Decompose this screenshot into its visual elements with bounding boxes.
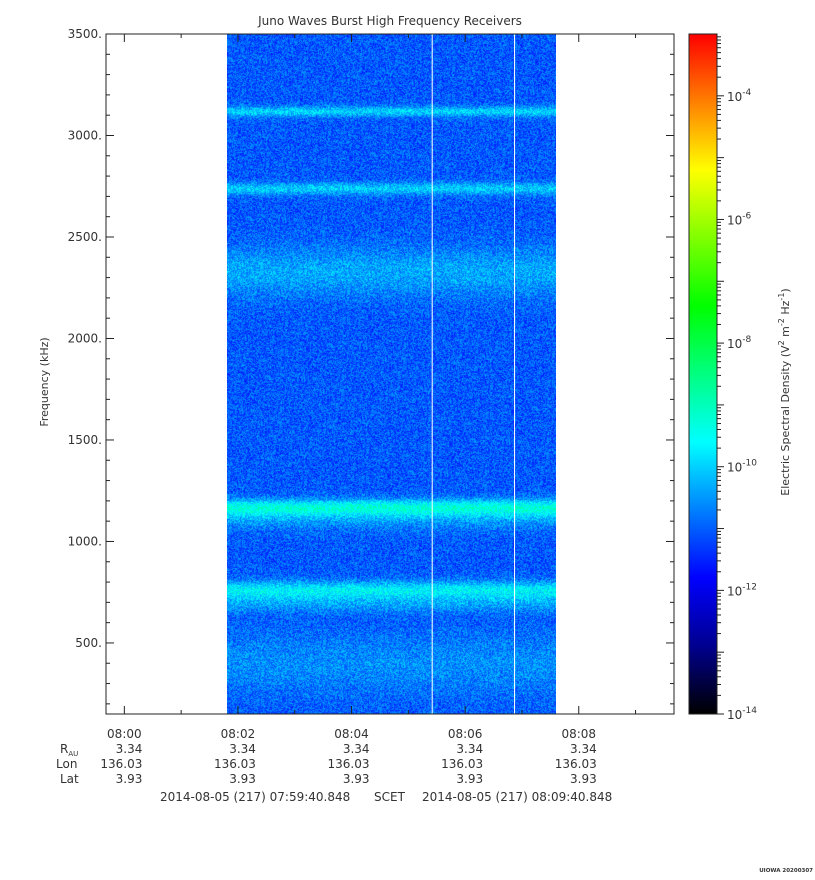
- colorbar-tick-label: 10-4: [727, 88, 752, 104]
- x-tick-label: 08:06: [448, 727, 483, 741]
- ephemeris-lon-value: 136.03: [214, 757, 256, 771]
- ephemeris-rau-value: 3.34: [570, 742, 597, 756]
- footer-stamp: UIOWA 20200307: [759, 868, 813, 874]
- x-tick-label: 08:04: [334, 727, 369, 741]
- colorbar-tick-exp: -4: [742, 88, 751, 98]
- colorbar-tick-base: 10: [727, 461, 742, 475]
- colorbar-label-sup-hz: -1: [777, 293, 786, 301]
- rau-row-label: RAU: [60, 742, 78, 758]
- colorbar-tick-label: 10-12: [727, 582, 757, 598]
- lat-row-label: Lat: [60, 772, 79, 786]
- colorbar-tick-label: 10-8: [727, 335, 752, 351]
- ephemeris-lat-value: 3.93: [343, 772, 370, 786]
- colorbar-label-m: m: [779, 326, 792, 340]
- rau-row-label-main: R: [60, 742, 68, 756]
- time-range-mid: SCET: [374, 790, 406, 804]
- colorbar-label-sup-2: 2: [777, 340, 786, 345]
- colorbar-label-hz: Hz: [779, 300, 792, 318]
- y-tick-label: 3000.: [68, 128, 102, 142]
- colorbar-tick-base: 10: [727, 213, 742, 227]
- time-range-end: 2014-08-05 (217) 08:09:40.848: [422, 790, 612, 804]
- colorbar-tick-label: 10-14: [727, 706, 757, 722]
- ephemeris-rau-value: 3.34: [343, 742, 370, 756]
- plot-frame: [105, 33, 675, 715]
- rau-row-label-sub: AU: [68, 750, 78, 758]
- ephemeris-lat-value: 3.93: [229, 772, 256, 786]
- ephemeris-rau-value: 3.34: [116, 742, 143, 756]
- ephemeris-rau-value: 3.34: [456, 742, 483, 756]
- y-tick-label: 3500.: [68, 27, 102, 41]
- y-axis-label: Frequency (kHz): [38, 337, 51, 426]
- colorbar-tick-exp: -6: [742, 211, 751, 221]
- y-tick-label: 2500.: [68, 230, 102, 244]
- colorbar-tick-base: 10: [727, 90, 742, 104]
- colorbar-tick-base: 10: [727, 337, 742, 351]
- colorbar-label-sup-m: -2: [777, 318, 786, 326]
- colorbar-tick-label: 10-10: [727, 459, 757, 475]
- ephemeris-lat-value: 3.93: [116, 772, 143, 786]
- colorbar: [688, 33, 718, 715]
- ephemeris-lon-value: 136.03: [328, 757, 370, 771]
- y-axis: 500. 1000. 1500. 2000. 2500. 3000. 3500.: [68, 27, 674, 705]
- y-tick-label: 1000.: [68, 534, 102, 548]
- ephemeris-lon-value: 136.03: [441, 757, 483, 771]
- y-tick-label: 500.: [75, 636, 102, 650]
- x-tick-label: 08:00: [107, 727, 142, 741]
- colorbar-tick-exp: -8: [742, 335, 751, 345]
- spectrogram-image: [227, 34, 556, 714]
- ephemeris-rau-value: 3.34: [229, 742, 256, 756]
- ephemeris-lon-value: 136.03: [555, 757, 597, 771]
- colorbar-tick-base: 10: [727, 708, 742, 722]
- x-tick-label: 08:08: [561, 727, 596, 741]
- colorbar-tick-exp: -10: [742, 459, 757, 469]
- colorbar-label-close: ): [779, 288, 792, 292]
- y-tick-label: 2000.: [68, 331, 102, 345]
- chart-title: Juno Waves Burst High Frequency Receiver…: [257, 14, 522, 28]
- colorbar-label: Electric Spectral Density (V2 m-2 Hz-1): [777, 288, 792, 495]
- colorbar-tick-base: 10: [727, 584, 742, 598]
- colorbar-tick-exp: -12: [742, 582, 757, 592]
- y-tick-label: 1500.: [68, 433, 102, 447]
- x-axis: 08:00 08:02 08:04 08:06 08:08: [107, 34, 637, 741]
- ephemeris-table: 3.34136.033.933.34136.033.933.34136.033.…: [100, 742, 596, 786]
- ephemeris-lon-value: 136.03: [100, 757, 142, 771]
- gap-lines: [431, 34, 516, 714]
- time-range-start: 2014-08-05 (217) 07:59:40.848: [160, 790, 350, 804]
- x-tick-label: 08:02: [221, 727, 256, 741]
- ephemeris-lat-value: 3.93: [456, 772, 483, 786]
- lon-row-label: Lon: [56, 757, 77, 771]
- colorbar-label-prefix: Electric Spectral Density (V: [779, 345, 792, 496]
- ephemeris-lat-value: 3.93: [570, 772, 597, 786]
- colorbar-tick-label: 10-6: [727, 211, 752, 227]
- colorbar-tick-exp: -14: [742, 706, 757, 716]
